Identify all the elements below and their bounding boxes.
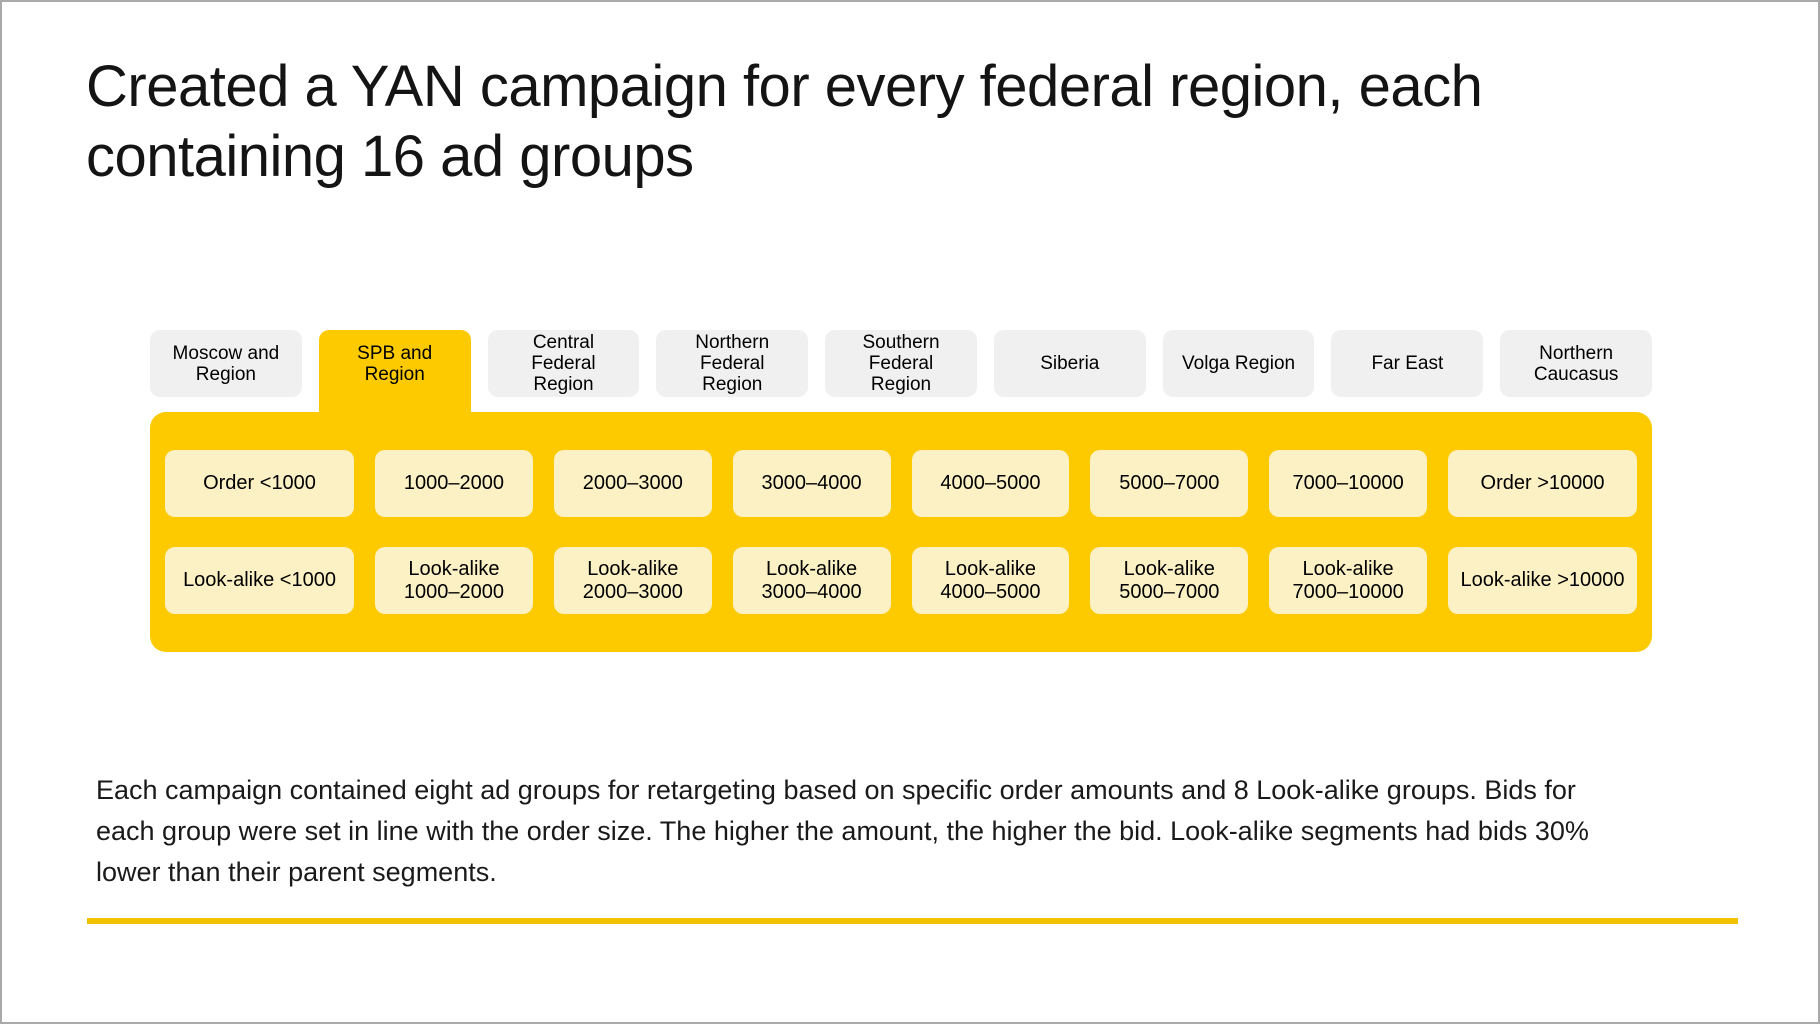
ad-group-lookalike-7000-10000[interactable]: Look-alike 7000–10000: [1269, 547, 1427, 614]
ad-group-lookalike-1000-2000[interactable]: Look-alike 1000–2000: [375, 547, 533, 614]
accent-divider: [87, 918, 1738, 924]
ad-group-5000-7000[interactable]: 5000–7000: [1090, 450, 1249, 517]
description-line-1: Each campaign contained eight ad groups …: [96, 775, 1576, 805]
description-line-3: lower than their parent segments.: [96, 857, 497, 887]
tab-northern-caucasus[interactable]: Northern Caucasus: [1500, 330, 1653, 397]
page-title-line-2: containing 16 ad groups: [86, 124, 694, 189]
tab-label: Moscow and Region: [172, 342, 280, 385]
tab-siberia[interactable]: Siberia: [993, 330, 1146, 397]
tab-label: Central Federal Region: [531, 332, 596, 395]
lookalike-groups-row: Look-alike <1000 Look-alike 1000–2000 Lo…: [165, 547, 1638, 614]
ad-group-3000-4000[interactable]: 3000–4000: [732, 450, 891, 517]
tab-label: Northern Federal Region: [695, 332, 770, 395]
tab-label: SPB and Region: [357, 342, 433, 385]
ad-group-order-gt-10000[interactable]: Order >10000: [1448, 450, 1638, 517]
tab-label: Northern Caucasus: [1533, 342, 1619, 385]
page-title: Created a YAN campaign for every federal…: [86, 52, 1483, 192]
tab-spb-and-region[interactable]: SPB and Region: [318, 330, 471, 416]
ad-group-lookalike-2000-3000[interactable]: Look-alike 2000–3000: [553, 547, 712, 614]
ad-group-4000-5000[interactable]: 4000–5000: [911, 450, 1070, 517]
tab-label: Volga Region: [1182, 353, 1296, 374]
description-text: Each campaign contained eight ad groups …: [96, 770, 1589, 893]
ad-group-lookalike-lt-1000[interactable]: Look-alike <1000: [165, 547, 355, 614]
ad-group-lookalike-5000-7000[interactable]: Look-alike 5000–7000: [1090, 547, 1249, 614]
retargeting-groups-row: Order <1000 1000–2000 2000–3000 3000–400…: [165, 450, 1638, 517]
ad-groups-panel: Order <1000 1000–2000 2000–3000 3000–400…: [150, 412, 1652, 652]
tab-southern-federal-region[interactable]: Southern Federal Region: [825, 330, 977, 397]
tab-label: Siberia: [1040, 353, 1100, 374]
ad-group-lookalike-3000-4000[interactable]: Look-alike 3000–4000: [732, 547, 891, 614]
ad-group-lookalike-4000-5000[interactable]: Look-alike 4000–5000: [911, 547, 1070, 614]
tab-northern-federal-region[interactable]: Northern Federal Region: [656, 330, 809, 397]
tab-label: Far East: [1371, 353, 1444, 374]
tab-volga-region[interactable]: Volga Region: [1162, 330, 1315, 397]
ad-group-lookalike-gt-10000[interactable]: Look-alike >10000: [1448, 547, 1638, 614]
region-tabs: Moscow and Region SPB and Region Central…: [150, 330, 1653, 416]
ad-group-2000-3000[interactable]: 2000–3000: [553, 450, 712, 517]
tab-moscow-and-region[interactable]: Moscow and Region: [150, 330, 302, 397]
tab-label: Southern Federal Region: [862, 332, 940, 395]
page-title-line-1: Created a YAN campaign for every federal…: [86, 54, 1483, 119]
ad-group-7000-10000[interactable]: 7000–10000: [1269, 450, 1427, 517]
tab-central-federal-region[interactable]: Central Federal Region: [487, 330, 640, 397]
description-line-2: each group were set in line with the ord…: [96, 816, 1589, 846]
ad-group-order-lt-1000[interactable]: Order <1000: [165, 450, 355, 517]
tab-far-east[interactable]: Far East: [1331, 330, 1484, 397]
ad-group-1000-2000[interactable]: 1000–2000: [375, 450, 533, 517]
